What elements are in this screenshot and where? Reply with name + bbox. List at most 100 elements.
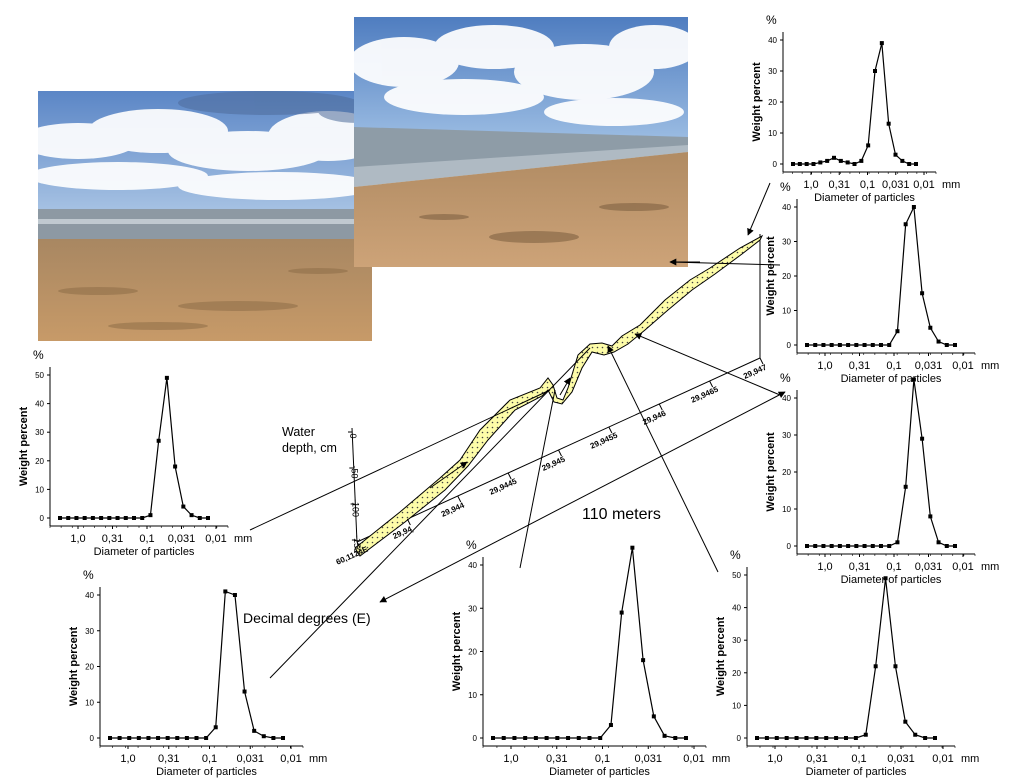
data-point bbox=[859, 158, 864, 163]
depth-ticks: 0 -50 -100 -150 bbox=[348, 431, 362, 553]
y-tick-label: 50 bbox=[35, 371, 44, 380]
data-series-line bbox=[793, 42, 916, 165]
x-axis-title: Diameter of particles bbox=[549, 766, 650, 778]
data-point bbox=[854, 343, 859, 347]
data-point bbox=[893, 664, 898, 669]
y-tick-label: 30 bbox=[85, 627, 94, 636]
data-point bbox=[132, 516, 136, 520]
y-tick-label: 40 bbox=[468, 561, 477, 570]
data-point bbox=[824, 736, 829, 740]
data-point bbox=[870, 544, 875, 548]
y-tick-label: 0 bbox=[737, 734, 742, 743]
data-series-line bbox=[807, 379, 955, 547]
data-point bbox=[854, 544, 859, 548]
beach-photo-right bbox=[354, 17, 688, 267]
y-axis-title: Weight percent bbox=[715, 617, 727, 697]
data-point bbox=[242, 689, 247, 694]
data-point bbox=[913, 732, 918, 737]
x-tick-label: 0,1 bbox=[860, 179, 875, 191]
x-tick-label: 0,1 bbox=[202, 753, 217, 765]
x-tick-label: 1,0 bbox=[70, 533, 85, 545]
chart-bottom-right: % 0 10 20 30 40 50 Weight percent 1,0 0,31 0,1 0,03… bbox=[715, 548, 979, 778]
y-axis-title: Weight percent bbox=[751, 62, 763, 142]
depth-tick-label: -100 bbox=[351, 499, 361, 517]
x-tick-label: 0,031 bbox=[887, 753, 915, 765]
chart-mid-right-lower: % 0 10 20 30 40 Weight percent 1,0 0,31 0,1 0,031 0… bbox=[765, 371, 999, 586]
data-point bbox=[140, 516, 145, 520]
data-point bbox=[99, 516, 104, 520]
data-point bbox=[146, 736, 151, 740]
y-tick-label: 20 bbox=[468, 648, 477, 657]
data-point bbox=[852, 162, 857, 166]
data-point bbox=[82, 516, 87, 520]
data-point bbox=[764, 736, 769, 740]
data-point bbox=[213, 725, 218, 730]
data-point bbox=[911, 377, 916, 382]
x-tick-label: 1,0 bbox=[817, 561, 832, 573]
data-series-line bbox=[807, 204, 955, 346]
x-tick-label: 0,1 bbox=[595, 753, 610, 765]
data-point bbox=[774, 736, 779, 740]
data-point bbox=[533, 736, 538, 740]
y-tick-label: 20 bbox=[782, 468, 791, 477]
data-point bbox=[491, 736, 495, 740]
x-tick-label: 0,31 bbox=[806, 753, 827, 765]
data-point bbox=[252, 728, 257, 733]
longitude-tick-label: 29,945 bbox=[540, 454, 567, 472]
data-point bbox=[587, 736, 592, 740]
y-axis-title: Weight percent bbox=[451, 612, 463, 692]
data-point bbox=[914, 162, 918, 166]
y-tick-label: 30 bbox=[35, 428, 44, 437]
y-tick-label: 0 bbox=[90, 734, 95, 743]
x-tick-label: 1,0 bbox=[803, 179, 818, 191]
chart-bottom-center: % 0 10 20 30 40 Weight percent 1,0 0,31 0,1 0,031 0… bbox=[451, 538, 730, 778]
data-point bbox=[944, 544, 949, 548]
data-point bbox=[863, 732, 868, 737]
data-point bbox=[873, 664, 878, 669]
data-point bbox=[223, 589, 228, 594]
data-point bbox=[117, 736, 122, 740]
y-tick-label: 10 bbox=[468, 691, 477, 700]
x-unit-label: mm bbox=[942, 179, 960, 191]
x-tick-label: 1,0 bbox=[817, 360, 832, 372]
x-tick-label: 0,031 bbox=[915, 360, 943, 372]
data-point bbox=[123, 516, 128, 520]
data-point bbox=[544, 736, 549, 740]
data-point bbox=[651, 714, 656, 719]
data-point bbox=[90, 516, 95, 520]
x-unit-label: mm bbox=[981, 360, 999, 372]
leader-lines bbox=[249, 182, 781, 679]
water-depth-label: Water depth, cm bbox=[282, 425, 337, 455]
beach-photo-left bbox=[38, 91, 372, 341]
data-point bbox=[206, 516, 210, 520]
data-point bbox=[175, 736, 180, 740]
data-point bbox=[837, 343, 842, 347]
data-point bbox=[784, 736, 789, 740]
data-point bbox=[933, 736, 937, 740]
data-point bbox=[829, 343, 834, 347]
data-point bbox=[156, 438, 161, 443]
x-tick-label: 0,01 bbox=[952, 360, 973, 372]
x-tick-label: 0,01 bbox=[932, 753, 953, 765]
data-point bbox=[501, 736, 506, 740]
y-axis-title: Weight percent bbox=[765, 236, 777, 316]
y-tick-label: 30 bbox=[782, 431, 791, 440]
x-tick-label: 0,01 bbox=[683, 753, 704, 765]
data-point bbox=[837, 544, 842, 548]
y-tick-label: 20 bbox=[85, 663, 94, 672]
x-tick-label: 0,031 bbox=[915, 561, 943, 573]
data-point bbox=[173, 464, 178, 469]
x-tick-label: 0,31 bbox=[546, 753, 567, 765]
data-point bbox=[832, 155, 836, 160]
x-tick-label: 1,0 bbox=[503, 753, 518, 765]
y-unit-label: % bbox=[780, 371, 791, 385]
data-point bbox=[879, 544, 883, 548]
x-tick-label: 0,01 bbox=[280, 753, 301, 765]
x-tick-label: 0,1 bbox=[886, 360, 901, 372]
data-series-line bbox=[757, 578, 935, 739]
data-point bbox=[953, 544, 957, 548]
data-point bbox=[566, 736, 571, 740]
longitude-tick-label: 29,947 bbox=[742, 362, 769, 380]
data-point bbox=[662, 733, 667, 738]
